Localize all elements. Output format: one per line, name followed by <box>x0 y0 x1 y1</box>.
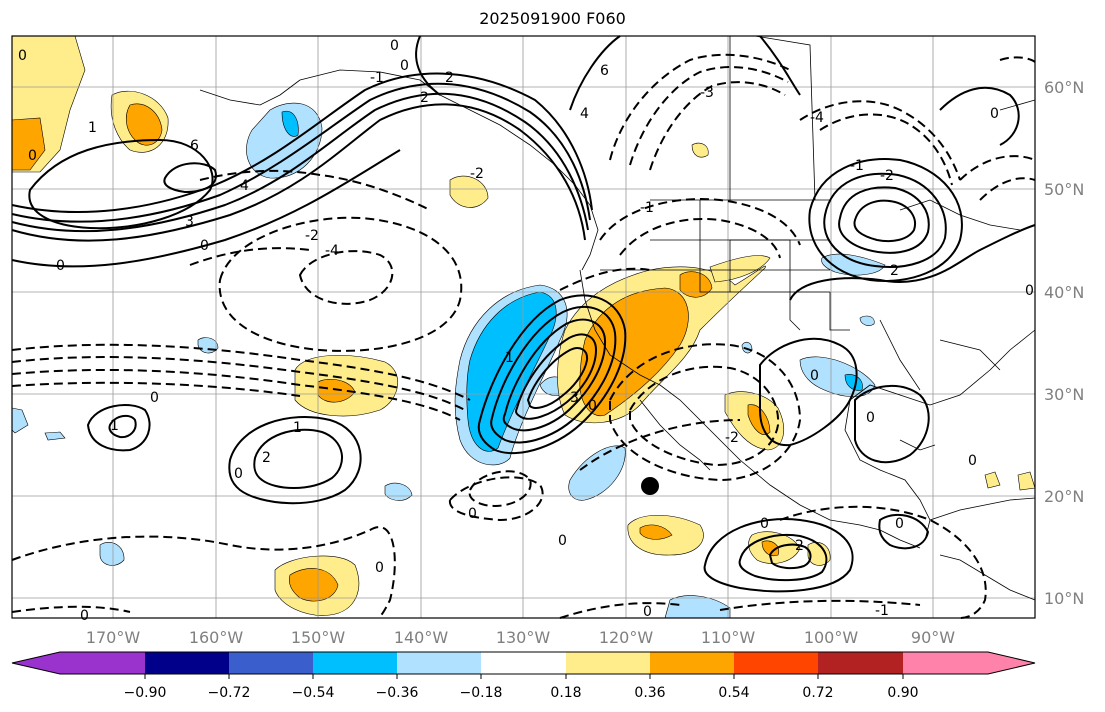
contour-label: 0 <box>643 604 652 620</box>
contour-label: 2 <box>890 263 899 279</box>
contour-label: -2 <box>880 168 894 184</box>
contour-label: -1 <box>850 158 864 174</box>
colorbar-tick-label: −0.18 <box>460 685 503 701</box>
contour-label: 4 <box>580 106 589 122</box>
colorbar-tick-label: −0.54 <box>292 685 335 701</box>
colorbar-segment <box>12 652 60 674</box>
lon-label: 130°W <box>496 628 551 647</box>
contour-label: 0 <box>390 38 399 54</box>
contour-label: 0 <box>866 410 875 426</box>
contour-label: -2 <box>725 430 739 446</box>
contour-label: -2 <box>470 166 484 182</box>
contour-label-group: 0 0 -1 2 2 4 6 6 1 4 3 0 0 -2 -4 -2 0 1 … <box>18 38 1034 624</box>
lat-label: 40°N <box>1044 283 1084 302</box>
lon-label: 170°W <box>86 628 141 647</box>
colorbar-segment <box>566 652 650 674</box>
contour-label: 3 <box>570 390 579 406</box>
contour-label: 6 <box>190 138 199 154</box>
map-title: 2025091900 F060 <box>479 9 626 28</box>
colorbar-tick-label: 0.36 <box>634 685 665 701</box>
contour-label: 0 <box>375 560 384 576</box>
contour-label: -1 <box>875 603 889 619</box>
colorbar-segment <box>818 652 903 674</box>
colorbar-segment <box>734 652 818 674</box>
contour-label: 0 <box>56 258 65 274</box>
contour-label: 1 <box>505 350 514 366</box>
contour-label: 0 <box>80 608 89 624</box>
contour-label: 1 <box>88 120 97 136</box>
contour-label: 0 <box>810 368 819 384</box>
contour-label: -4 <box>810 110 824 126</box>
contour-label: 0 <box>400 58 409 74</box>
contour-label: 4 <box>240 178 249 194</box>
colorbar-segment <box>988 652 1035 674</box>
contour-label: 3 <box>185 214 194 230</box>
colorbar-segment <box>229 652 313 674</box>
lat-label: 60°N <box>1044 78 1084 97</box>
contour-label: 2 <box>262 450 271 466</box>
contour-label: 6 <box>600 63 609 79</box>
colorbar-segment <box>60 652 145 674</box>
contour-label: 1 <box>293 420 302 436</box>
contour-label: -4 <box>325 243 339 259</box>
lon-label: 90°W <box>911 628 955 647</box>
shaded-fields <box>11 35 1036 619</box>
contour-label: 0 <box>895 516 904 532</box>
contour-label: 0 <box>968 453 977 469</box>
colorbar-tick-label: 0.90 <box>887 685 918 701</box>
contour-label: 0 <box>18 48 27 64</box>
contour-label: 0 <box>558 533 567 549</box>
colorbar-outline <box>11 651 1036 675</box>
contour-label: 0 <box>588 398 597 414</box>
dashed-contours <box>11 53 1036 619</box>
contour-label: 0 <box>760 516 769 532</box>
lon-label: 120°W <box>599 628 654 647</box>
longitude-labels: 170°W 160°W 150°W 140°W 130°W 120°W 110°… <box>86 628 955 647</box>
colorbar-tick-label: 0.72 <box>802 685 833 701</box>
contour-label: 2 <box>420 90 429 106</box>
coastlines <box>199 35 1036 601</box>
lat-label: 20°N <box>1044 487 1084 506</box>
contour-label: 0 <box>468 506 477 522</box>
colorbar-tick-label: −0.90 <box>124 685 167 701</box>
storm-center-dot <box>641 477 659 495</box>
colorbar-tick-label: −0.36 <box>376 685 419 701</box>
lon-label: 110°W <box>701 628 756 647</box>
lat-label: 50°N <box>1044 180 1084 199</box>
colorbar-segment <box>397 652 481 674</box>
lon-label: 140°W <box>394 628 449 647</box>
lon-label: 160°W <box>189 628 244 647</box>
contour-label: -1 <box>640 200 654 216</box>
lat-label: 30°N <box>1044 385 1084 404</box>
contour-label: 0 <box>1025 283 1034 299</box>
colorbar-segment <box>313 652 397 674</box>
contour-label: 0 <box>200 238 209 254</box>
lon-label: 150°W <box>291 628 346 647</box>
lon-label: 100°W <box>804 628 859 647</box>
contour-label: 0 <box>28 148 37 164</box>
graticule <box>12 36 1035 618</box>
contour-label: 0 <box>234 466 243 482</box>
colorbar-tick-label: 0.54 <box>718 685 749 701</box>
contour-label: -2 <box>305 228 319 244</box>
colorbar-segment <box>903 652 988 674</box>
latitude-labels: 60°N 50°N 40°N 30°N 20°N 10°N <box>1044 78 1084 608</box>
map-frame <box>11 35 1036 619</box>
contour-label: 0 <box>990 106 999 122</box>
colorbar-segment <box>481 652 566 674</box>
lat-label: 10°N <box>1044 589 1084 608</box>
colorbar-tick-label: −0.72 <box>208 685 251 701</box>
contour-label: -3 <box>700 85 714 101</box>
contour-label: 2 <box>445 70 454 86</box>
contours <box>11 35 1036 593</box>
colorbar-tick-label: 0.18 <box>550 685 581 701</box>
contour-label: -1 <box>370 70 384 86</box>
contour-label: 0 <box>150 390 159 406</box>
colorbar-segment <box>650 652 734 674</box>
colorbar: −0.90 −0.72 −0.54 −0.36 −0.18 0.18 0.36 … <box>11 651 1036 701</box>
colorbar-segment <box>145 652 229 674</box>
contour-label: 1 <box>110 418 119 434</box>
contour-label: 2 <box>795 538 804 554</box>
